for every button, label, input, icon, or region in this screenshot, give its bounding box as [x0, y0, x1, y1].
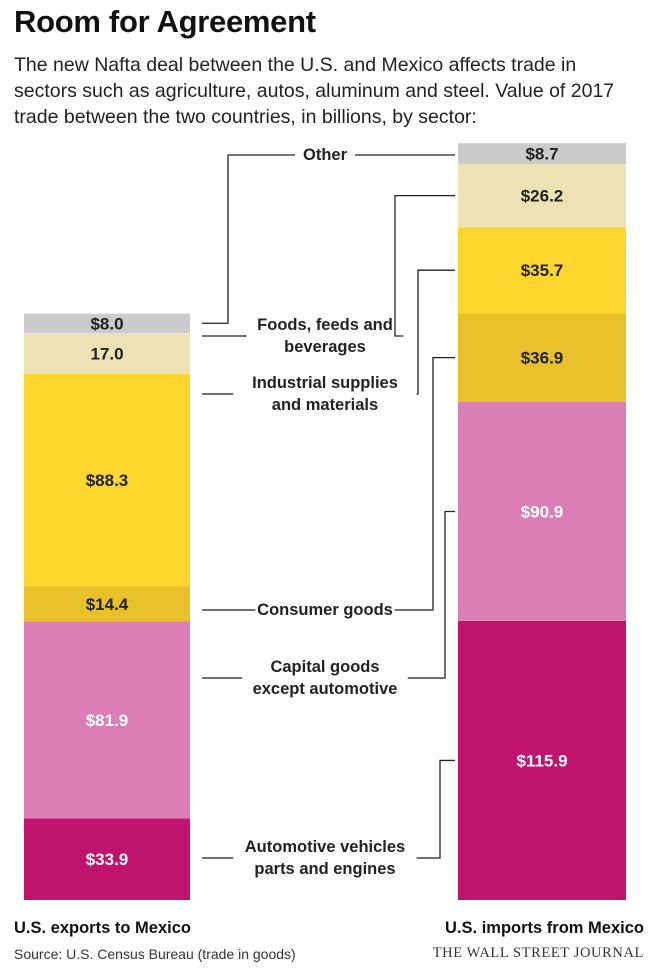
category-label-foods-feeds-and-beverages: Foods, feeds and — [257, 316, 393, 334]
value-label-imports-industrial-supplies-and-materials: $35.7 — [521, 261, 564, 280]
bar-imports-automotive-vehicles-parts-and-engines — [458, 620, 626, 900]
leader-line-imports — [394, 356, 455, 611]
axis-label-imports: U.S. imports from Mexico — [445, 919, 644, 937]
category-label-capital-goods-except-automotive: Capital goods — [270, 658, 379, 676]
leader-line-exports — [202, 154, 295, 324]
value-label-exports-consumer-goods: $14.4 — [86, 595, 129, 614]
bar-imports-consumer-goods — [458, 313, 626, 403]
axis-label-exports: U.S. exports to Mexico — [14, 919, 191, 937]
publisher-logo: THE WALL STREET JOURNAL — [432, 945, 644, 961]
leader-line-imports — [394, 195, 455, 337]
bar-imports-other — [458, 143, 626, 165]
value-label-imports-capital-goods-except-automotive: $90.9 — [521, 502, 564, 521]
bar-exports-consumer-goods — [24, 586, 190, 622]
bar-exports-industrial-supplies-and-materials — [24, 373, 190, 587]
value-label-exports-automotive-vehicles-parts-and-engines: $33.9 — [86, 850, 129, 869]
bar-exports-foods-feeds-and-beverages — [24, 332, 190, 374]
chart-title: Room for Agreement — [14, 4, 316, 39]
bar-imports-capital-goods-except-automotive — [458, 402, 626, 621]
leader-line-imports — [407, 510, 455, 679]
value-label-exports-capital-goods-except-automotive: $81.9 — [86, 711, 129, 730]
category-label-capital-goods-except-automotive: except automotive — [253, 680, 398, 698]
leader-line-imports — [416, 759, 455, 859]
value-label-imports-automotive-vehicles-parts-and-engines: $115.9 — [516, 751, 567, 770]
bar-imports-industrial-supplies-and-materials — [458, 227, 626, 314]
leader-line-imports — [416, 269, 455, 395]
category-label-industrial-supplies-and-materials: Industrial supplies — [252, 374, 398, 392]
category-label-foods-feeds-and-beverages: beverages — [284, 338, 366, 356]
category-label-automotive-vehicles-parts-and-engines: Automotive vehicles — [245, 838, 405, 856]
value-label-exports-other: $8.0 — [90, 314, 123, 333]
category-label-other: Other — [303, 146, 348, 164]
value-label-exports-foods-feeds-and-beverages: 17.0 — [90, 344, 123, 363]
category-label-consumer-goods: Consumer goods — [257, 601, 393, 619]
value-label-exports-industrial-supplies-and-materials: $88.3 — [86, 471, 129, 490]
bar-exports-automotive-vehicles-parts-and-engines — [24, 818, 190, 900]
bar-exports-capital-goods-except-automotive — [24, 621, 190, 819]
category-label-industrial-supplies-and-materials: and materials — [272, 396, 378, 414]
category-label-automotive-vehicles-parts-and-engines: parts and engines — [254, 860, 395, 878]
value-label-imports-foods-feeds-and-beverages: $26.2 — [521, 187, 564, 206]
value-label-imports-consumer-goods: $36.9 — [521, 349, 564, 368]
source-note: Source: U.S. Census Bureau (trade in goo… — [14, 946, 296, 962]
chart-subtitle: The new Nafta deal between the U.S. and … — [14, 54, 615, 128]
bar-exports-other — [24, 313, 190, 333]
bar-imports-foods-feeds-and-beverages — [458, 164, 626, 228]
value-label-imports-other: $8.7 — [525, 145, 558, 164]
